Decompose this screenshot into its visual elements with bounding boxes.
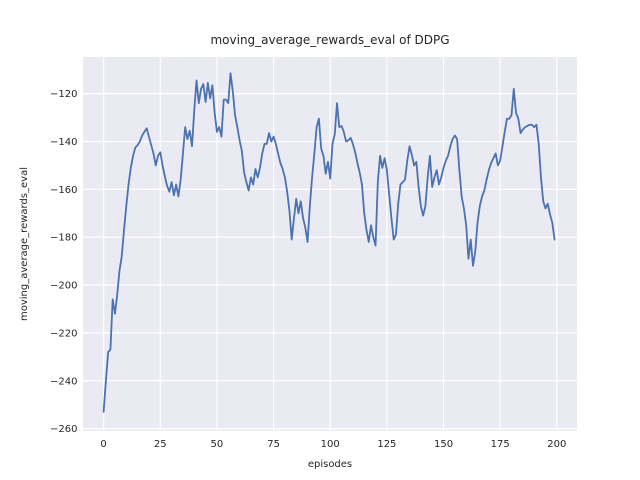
x-tick-label: 50 [211,439,224,450]
y-tick-label: −160 [50,185,77,196]
y-tick-label: −140 [50,137,77,148]
y-tick-label: −240 [50,376,77,387]
x-tick-label: 0 [100,439,106,450]
x-tick-label: 200 [547,439,566,450]
x-tick-label: 150 [434,439,453,450]
chart-title: moving_average_rewards_eval of DDPG [210,33,449,47]
y-tick-labels: −120 −140 −160 −180 −200 −220 −240 −260 [50,89,77,435]
x-tick-label: 175 [491,439,510,450]
y-tick-label: −260 [50,424,77,435]
y-axis-label: moving_average_rewards_eval [19,167,30,321]
reward-series-line [102,72,556,413]
x-tick-label: 75 [267,439,280,450]
x-tick-label: 125 [377,439,396,450]
x-tick-labels: 0 25 50 75 100 125 150 175 200 [100,439,566,450]
y-tick-label: −200 [50,281,77,292]
x-tick-label: 100 [321,439,340,450]
x-tick-label: 25 [154,439,167,450]
y-tick-label: −220 [50,328,77,339]
gridlines [83,57,577,431]
y-tick-label: −120 [50,89,77,100]
x-axis-label: episodes [308,459,352,470]
y-tick-label: −180 [50,233,77,244]
